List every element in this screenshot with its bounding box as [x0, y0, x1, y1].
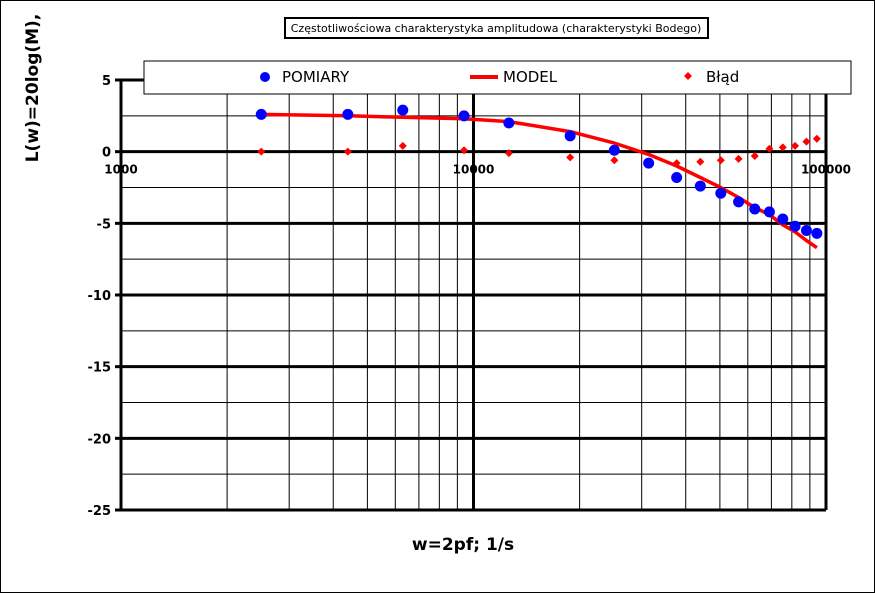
data-point-pomiary: [811, 227, 823, 239]
y-tick-label: -10: [88, 289, 112, 304]
data-point-pomiary: [763, 206, 775, 218]
data-point-pomiary: [789, 220, 801, 232]
data-point-pomiary: [255, 108, 267, 120]
data-point-pomiary: [342, 108, 354, 120]
data-point-pomiary: [564, 130, 576, 142]
x-tick-label: 100000: [801, 163, 851, 177]
legend-marker-blad: [684, 72, 692, 80]
data-point-pomiary: [643, 157, 655, 169]
data-point-blad: [791, 141, 800, 150]
data-point-pomiary: [397, 104, 409, 116]
series-layer: [255, 104, 823, 250]
data-point-blad: [504, 149, 513, 158]
data-point-blad: [734, 154, 743, 163]
data-point-blad: [566, 153, 575, 162]
data-point-blad: [257, 147, 266, 156]
x-tick-label: 10000: [453, 163, 495, 177]
x-axis-title: w=2pf; 1/s: [412, 535, 514, 555]
legend-label-pomiary: POMIARY: [282, 68, 350, 86]
data-point-pomiary: [733, 196, 745, 208]
y-tick-label: 5: [102, 74, 111, 89]
data-point-pomiary: [715, 187, 727, 199]
data-point-blad: [696, 157, 705, 166]
x-tick-label: 1000: [104, 163, 137, 177]
data-point-blad: [716, 156, 725, 165]
data-point-blad: [460, 146, 469, 155]
chart-title: Częstotliwościowa charakterystyka amplit…: [291, 22, 702, 35]
data-point-blad: [398, 141, 407, 150]
data-point-pomiary: [800, 225, 812, 236]
data-point-pomiary: [694, 180, 706, 192]
x-tick-labels: 1000 10000 100000: [104, 163, 851, 177]
data-point-pomiary: [777, 213, 789, 225]
data-point-blad: [765, 144, 774, 153]
legend-label-model: MODEL: [503, 68, 558, 86]
chart-title-box: [284, 17, 709, 39]
data-point-pomiary: [749, 203, 761, 215]
data-point-blad: [610, 156, 619, 165]
y-tick-label: -20: [88, 432, 112, 447]
y-tick-label: 0: [102, 146, 111, 161]
data-point-pomiary: [671, 171, 683, 183]
y-tick-labels: 5 0 -5 -10 -15 -20 -25: [88, 74, 112, 519]
y-tick-label: -5: [97, 217, 111, 232]
y-tick-label: -25: [88, 504, 112, 519]
data-point-pomiary: [458, 110, 470, 122]
y-tick-label: -15: [88, 361, 112, 376]
legend-label-blad: Błąd: [706, 68, 739, 86]
data-point-blad: [672, 159, 681, 168]
legend-marker-pomiary: [260, 72, 270, 82]
data-point-blad: [812, 134, 821, 143]
data-point-pomiary: [608, 144, 620, 156]
series-line-model: [261, 112, 818, 250]
data-point-pomiary: [503, 117, 515, 129]
data-point-blad: [802, 137, 811, 146]
data-point-blad: [750, 151, 759, 160]
data-point-blad: [343, 147, 352, 156]
y-axis-title: L(w)=20log(M),: [23, 14, 43, 163]
grid-layer: [115, 78, 828, 512]
data-point-blad: [778, 143, 787, 152]
